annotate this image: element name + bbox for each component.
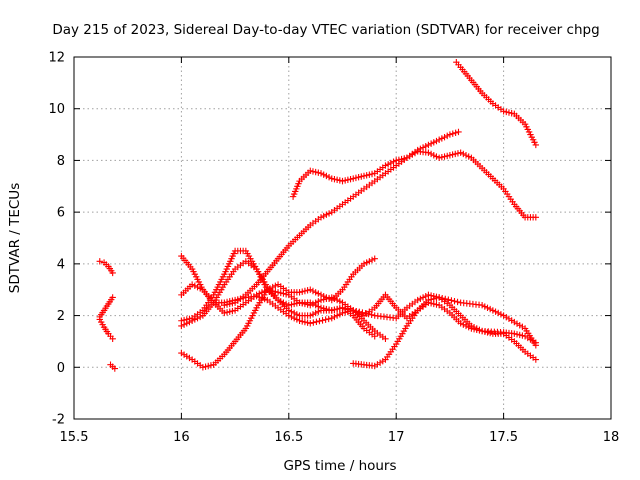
x-tick-label: 16.5: [274, 430, 303, 445]
y-tick-label: 0: [57, 361, 65, 376]
x-axis-label: GPS time / hours: [283, 458, 396, 474]
data-point-s10: [450, 131, 456, 137]
data-point-s5: [454, 299, 460, 305]
x-tick-label: 16: [173, 430, 190, 445]
y-axis-label: SDTVAR / TECUs: [7, 183, 23, 293]
y-tick-label: 2: [57, 309, 65, 324]
y-tick-label: 6: [57, 206, 65, 221]
data-point-s5: [310, 319, 316, 325]
y-tick-label: 4: [57, 257, 65, 272]
plot-frame: [74, 57, 611, 419]
data-point-s5: [322, 316, 328, 322]
x-tick-label: 15.5: [60, 430, 89, 445]
axis-ticks: 15.5 16 16.5 17 17.5 18 -2 0 2 4 6 8 10 12: [48, 51, 619, 446]
y-tick-label: -2: [52, 413, 65, 428]
data-point-s5: [445, 296, 451, 302]
chart-title: Day 215 of 2023, Sidereal Day-to-day VTE…: [52, 22, 599, 38]
x-tick-label: 17.5: [489, 430, 518, 445]
data-point-s5: [325, 316, 331, 322]
data-point-s10: [452, 130, 458, 136]
data-point-s5: [316, 318, 322, 324]
data-point-s5: [313, 319, 319, 325]
data-point-s5: [448, 297, 454, 303]
y-tick-label: 10: [48, 102, 65, 117]
chart: 15.5 16 16.5 17 17.5 18 -2 0 2 4 6 8 10 12 Day 215 of…: [0, 0, 640, 480]
data-point-s5: [319, 317, 325, 323]
y-tick-label: 8: [57, 154, 65, 169]
data-point-s5: [451, 298, 457, 304]
x-tick-label: 17: [388, 430, 405, 445]
y-tick-label: 12: [48, 51, 65, 66]
data-points: [97, 59, 539, 372]
data-point-s10: [455, 129, 461, 135]
gridlines: [74, 57, 611, 419]
x-tick-label: 18: [603, 430, 620, 445]
